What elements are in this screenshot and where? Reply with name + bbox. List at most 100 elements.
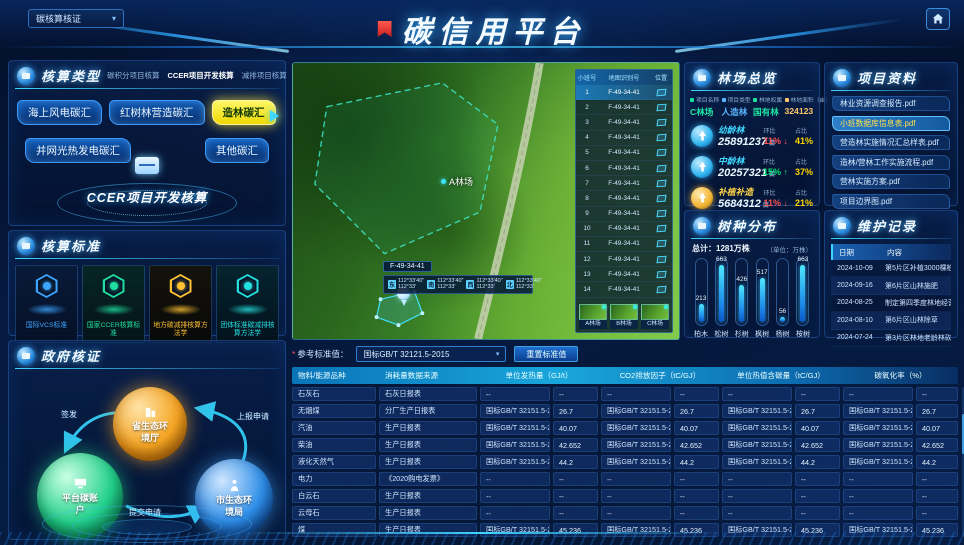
reset-standard-button[interactable]: 重置标准值 bbox=[514, 346, 579, 362]
maintenance-row[interactable]: 2024-08-25 制定第四季度林地经营计划 bbox=[831, 295, 951, 313]
subcompartment-row[interactable]: 13 F-49-34-41 bbox=[576, 267, 672, 283]
type-link[interactable]: 碳积分项目核算 bbox=[107, 71, 160, 80]
hexagon-badge-icon bbox=[102, 274, 125, 298]
subcompartment-row[interactable]: 3 F-49-34-41 bbox=[576, 115, 672, 131]
subcompartment-row[interactable]: 4 F-49-34-41 bbox=[576, 131, 672, 146]
home-button[interactable] bbox=[926, 8, 950, 30]
doc-item[interactable]: 营林实施方案.pdf bbox=[832, 174, 950, 189]
polygon-icon bbox=[655, 164, 667, 172]
platform-ring bbox=[72, 513, 222, 539]
age-class-value: 20257321 亩 bbox=[718, 167, 775, 179]
table-scrollbar[interactable] bbox=[962, 387, 964, 538]
subcompartment-row[interactable]: 7 F-49-34-41 bbox=[576, 176, 672, 192]
node-province-env-dept[interactable]: 省生态环境厅 bbox=[113, 387, 187, 461]
standard-tile[interactable]: 地方碳减排核算方法学 bbox=[149, 265, 212, 343]
standard-select-cell[interactable]: 国标GB/T 32151.5-2015...▾ bbox=[722, 403, 792, 419]
bar-column: 56 杨树 bbox=[775, 258, 791, 339]
subcompartment-row[interactable]: 12 F-49-34-41 bbox=[576, 252, 672, 268]
subcompartment-row[interactable]: 11 F-49-34-41 bbox=[576, 237, 672, 253]
factor-value-cell: 40.07 bbox=[916, 420, 958, 436]
panel-gov-verification: 政府核证 签发 上报申请 提交申请 省生态环境厅 平台碳账户 bbox=[8, 340, 286, 543]
tree-chart: 213 柏木 663 松树 426 杉树 517 枫树 56 杨树 663 桉树 bbox=[685, 254, 819, 339]
standard-select-cell[interactable]: 国标GB/T 32151.5-2015... bbox=[843, 454, 913, 470]
subcompartment-row[interactable]: 10 F-49-34-41 bbox=[576, 222, 672, 237]
standard-select-cell: -- bbox=[843, 387, 913, 402]
panel-tree-distribution: 树种分布 总计：1281万株 （单位：万株） 213 柏木 663 松树 426 杉树 51… bbox=[684, 210, 820, 338]
bar-value: 213 bbox=[695, 295, 707, 302]
zb-label: 占比 bbox=[794, 159, 807, 166]
type-button[interactable]: 并网光热发电碳汇 bbox=[25, 138, 131, 163]
standard-select-cell[interactable]: 国标GB/T 32151.5-2015... bbox=[480, 454, 550, 470]
data-source-cell: 生产日报表 bbox=[379, 488, 477, 504]
doc-list: 林业资源调查报告.pdf 小班数据库信息表.pdf 营造林实施情况汇总样表.pdf 造… bbox=[825, 91, 957, 214]
factor-value-cell: 45.236 bbox=[916, 522, 958, 538]
subcompartment-row[interactable]: 9 F-49-34-41 bbox=[576, 207, 672, 222]
type-link[interactable]: 减排项目核算 bbox=[241, 71, 287, 80]
type-link[interactable]: CCER项目开发核算 bbox=[167, 71, 234, 80]
ref-standard-select[interactable]: 国标GB/T 32121.5-2015 ▾ bbox=[356, 346, 507, 362]
type-buttons-row2: 并网光热发电碳汇 其他碳汇 bbox=[9, 138, 285, 163]
doc-item[interactable]: 林业资源调查报告.pdf bbox=[832, 96, 950, 111]
platform-ring bbox=[102, 519, 192, 535]
standard-select-cell[interactable]: 国标GB/T 32151.5-2015... bbox=[722, 437, 792, 453]
standard-select-cell[interactable]: 国标GB/T 32151.5-2015... bbox=[843, 437, 913, 453]
doc-item[interactable]: 项目边界图.pdf bbox=[832, 193, 950, 209]
type-button[interactable]: 红树林营造碳汇 bbox=[109, 100, 205, 125]
subcompartment-row[interactable]: 2 F-49-34-41 bbox=[576, 100, 672, 116]
tree-badge-icon bbox=[691, 155, 713, 178]
standard-select-cell[interactable]: 国标GB/T 32151.5-2015...▾ bbox=[843, 403, 913, 419]
standard-select-cell[interactable]: 国标GB/T 32151.5-2015... bbox=[722, 522, 792, 538]
doc-item[interactable]: 小班数据库信息表.pdf bbox=[832, 115, 950, 131]
subcompartment-row[interactable]: 1 F-49-34-41 bbox=[576, 85, 672, 101]
standard-tile[interactable]: 国家CCER核算标准 bbox=[82, 265, 145, 343]
standard-select-cell[interactable]: 国标GB/T 32151.5-2015... bbox=[601, 420, 671, 436]
standard-select-cell[interactable]: 国标GB/T 32151.5-2015... bbox=[843, 522, 913, 538]
hb-value: 11% ↓ bbox=[763, 197, 788, 208]
satellite-map[interactable]: A林场 F-49-34-41 东 112°33'40" 112°33' 南 112… bbox=[292, 62, 680, 340]
maintenance-row[interactable]: 2024-09-16 第6片区山林施肥 bbox=[831, 277, 951, 295]
doc-item[interactable]: 造林/营林工作实施流程.pdf bbox=[832, 154, 950, 170]
meta-value: 324123 bbox=[784, 106, 814, 116]
maintenance-row[interactable]: 2024-08-10 第6片区山林除草 bbox=[831, 312, 951, 330]
polygon-icon bbox=[655, 149, 667, 157]
ccer-center-label[interactable]: CCER项目开发核算 bbox=[86, 191, 208, 205]
standard-select-cell[interactable]: 国标GB/T 32151.5-2015... bbox=[843, 420, 913, 436]
farm-thumbnail[interactable]: A林场 bbox=[579, 304, 607, 329]
standard-select-cell[interactable]: 国标GB/T 32151.5-2015...▾ bbox=[601, 403, 671, 419]
standard-tile[interactable]: 团体标准碳减排核算方法学 bbox=[216, 265, 279, 343]
arrow-right-icon bbox=[270, 110, 279, 122]
bar-category-label: 枫树 bbox=[755, 331, 770, 338]
standard-select-cell[interactable]: 国标GB/T 32151.5-2015... bbox=[722, 420, 792, 436]
hexagon-badge-icon bbox=[169, 274, 192, 298]
subcompartment-row[interactable]: 6 F-49-34-41 bbox=[576, 161, 672, 177]
subcompartment-row[interactable]: 5 F-49-34-41 bbox=[576, 146, 672, 161]
type-button[interactable]: 海上风电碳汇 bbox=[17, 100, 102, 125]
standard-select-cell[interactable]: 国标GB/T 32151.5-2015... bbox=[480, 437, 550, 453]
standard-select-cell[interactable]: 国标GB/T 32151.5-2015... bbox=[601, 437, 671, 453]
material-name-cell: 无烟煤 bbox=[292, 403, 376, 419]
farm-thumbnail[interactable]: B林场 bbox=[610, 304, 638, 329]
meta-value: 人造林 bbox=[721, 107, 748, 117]
farm-thumbnail[interactable]: C林场 bbox=[641, 304, 669, 329]
standard-select-cell: -- bbox=[843, 505, 913, 521]
module-select[interactable]: 碳核算核证 ▾ bbox=[28, 9, 124, 28]
factor-value-cell: 40.07 bbox=[553, 420, 598, 436]
maintenance-row[interactable]: 2024-10-09 第5片区补植3000棵柏树 bbox=[831, 260, 951, 278]
maintenance-row[interactable]: 2024-07-24 第3片区林地老龄林砍伐 bbox=[831, 330, 951, 347]
bar-column: 213 柏木 bbox=[693, 258, 709, 339]
factor-value-cell: -- bbox=[674, 387, 719, 402]
emission-table-row: 石灰石 石灰日报表 -- -- -- -- -- -- -- -- bbox=[292, 387, 958, 402]
standard-tile[interactable]: 国际VCS标准 bbox=[15, 265, 78, 343]
doc-item[interactable]: 营造林实施情况汇总样表.pdf bbox=[832, 135, 950, 150]
standard-select-cell[interactable]: 国标GB/T 32151.5-2015... bbox=[601, 454, 671, 470]
subcompartment-row[interactable]: 14 F-49-34-41 bbox=[576, 282, 672, 298]
standard-select-cell[interactable]: 国标GB/T 32151.5-2015... bbox=[480, 420, 550, 436]
farm-thumbnails: A林场 B林场 C林场 bbox=[576, 301, 672, 332]
subcompartment-row[interactable]: 8 F-49-34-41 bbox=[576, 191, 672, 207]
standard-select-cell[interactable]: 国标GB/T 32151.5-2015...▾ bbox=[480, 403, 550, 419]
polygon-icon bbox=[655, 270, 667, 279]
type-button[interactable]: 造林碳汇 bbox=[211, 100, 276, 125]
standard-select-cell[interactable]: 国标GB/T 32151.5-2015... bbox=[722, 454, 792, 470]
type-button[interactable]: 其他碳汇 bbox=[205, 138, 269, 163]
folder-icon bbox=[833, 68, 851, 87]
